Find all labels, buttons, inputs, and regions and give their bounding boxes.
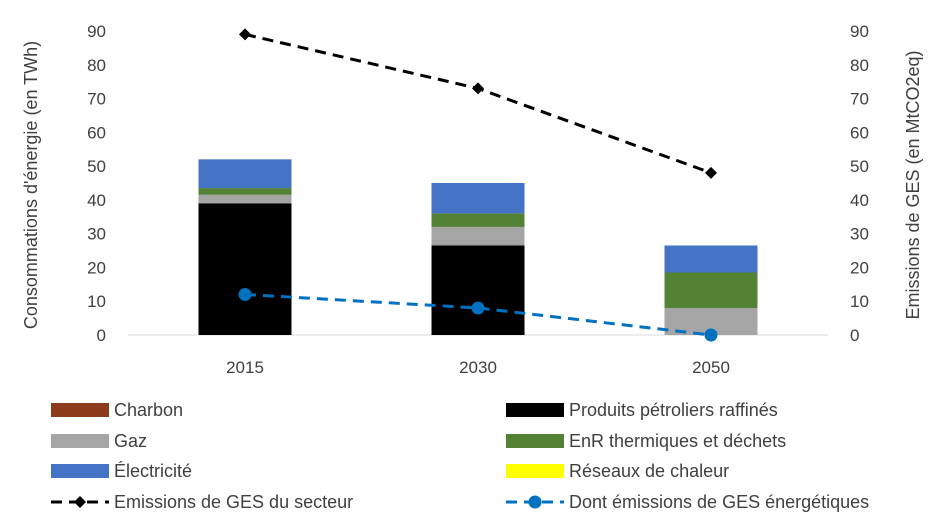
- legend-swatch: [51, 403, 109, 417]
- legend-swatch: [51, 434, 109, 448]
- bars-layer: [198, 159, 758, 335]
- bar-segment: [431, 213, 525, 227]
- legend-label: Électricité: [114, 461, 192, 481]
- bar-segment: [198, 188, 292, 195]
- bar-segment: [664, 272, 758, 308]
- line-point-circle: [471, 301, 485, 315]
- x-axis-ticks: 2015 2030 2050: [226, 358, 730, 377]
- right-tick-label: 40: [850, 191, 869, 210]
- right-axis-title: Emissions de GES (en MtCO2eq): [903, 50, 923, 319]
- legend-label: Gaz: [114, 431, 147, 451]
- bar-segment: [431, 226, 525, 246]
- left-tick-label: 0: [97, 326, 106, 345]
- line-point-diamond: [472, 82, 484, 95]
- legend-swatch: [51, 464, 109, 478]
- line-point-diamond: [705, 166, 717, 179]
- lines-layer: [238, 28, 718, 342]
- series-line: [244, 32, 712, 175]
- legend-item: Dont émissions de GES énergétiques: [506, 492, 869, 512]
- left-axis-title: Consommations d'énergie (en TWh): [21, 41, 41, 329]
- category-label: 2015: [226, 358, 264, 377]
- right-tick-label: 0: [850, 326, 859, 345]
- bar-segment: [198, 203, 292, 335]
- legend: Charbon Produits pétroliers raffinés Gaz En…: [51, 400, 869, 512]
- legend-swatch: [506, 403, 564, 417]
- bar-segment: [198, 194, 292, 204]
- line-point-circle: [238, 287, 252, 301]
- bar-segment: [431, 245, 525, 335]
- right-tick-label: 60: [850, 123, 869, 142]
- right-tick-label: 20: [850, 258, 869, 277]
- legend-item: Emissions de GES du secteur: [51, 492, 353, 512]
- left-tick-label: 20: [87, 258, 106, 277]
- right-tick-label: 10: [850, 292, 869, 311]
- category-label: 2050: [692, 358, 730, 377]
- series-line: [244, 292, 712, 337]
- bar-segment: [431, 183, 525, 214]
- right-tick-label: 70: [850, 90, 869, 109]
- line-point-diamond: [239, 28, 251, 41]
- left-tick-label: 70: [87, 90, 106, 109]
- left-tick-label: 90: [87, 22, 106, 41]
- legend-marker-diamond: [74, 496, 86, 508]
- legend-label: Emissions de GES du secteur: [114, 492, 353, 512]
- left-tick-label: 10: [87, 292, 106, 311]
- right-tick-label: 50: [850, 157, 869, 176]
- left-tick-label: 30: [87, 225, 106, 244]
- legend-label: EnR thermiques et déchets: [569, 431, 786, 451]
- right-tick-label: 80: [850, 56, 869, 75]
- legend-swatch: [506, 434, 564, 448]
- legend-item: Produits pétroliers raffinés: [506, 400, 778, 420]
- legend-marker-circle: [528, 495, 542, 509]
- line-point-circle: [704, 328, 718, 342]
- legend-item: Réseaux de chaleur: [506, 461, 729, 481]
- legend-item: Gaz: [51, 431, 147, 451]
- left-axis-ticks: 0 10 20 30 40 50 60 70 80 90: [87, 22, 106, 345]
- left-tick-label: 60: [87, 123, 106, 142]
- category-label: 2030: [459, 358, 497, 377]
- right-tick-label: 90: [850, 22, 869, 41]
- legend-label: Dont émissions de GES énergétiques: [569, 492, 869, 512]
- legend-swatch: [506, 464, 564, 478]
- legend-item: EnR thermiques et déchets: [506, 431, 786, 451]
- left-tick-label: 50: [87, 157, 106, 176]
- right-tick-label: 30: [850, 225, 869, 244]
- left-tick-label: 40: [87, 191, 106, 210]
- bar-segment: [664, 245, 758, 273]
- legend-label: Réseaux de chaleur: [569, 461, 729, 481]
- legend-item: Électricité: [51, 461, 192, 481]
- legend-label: Produits pétroliers raffinés: [569, 400, 778, 420]
- legend-label: Charbon: [114, 400, 183, 420]
- bar-segment: [198, 159, 292, 189]
- legend-item: Charbon: [51, 400, 183, 420]
- left-tick-label: 80: [87, 56, 106, 75]
- right-axis-ticks: 0 10 20 30 40 50 60 70 80 90: [850, 22, 869, 345]
